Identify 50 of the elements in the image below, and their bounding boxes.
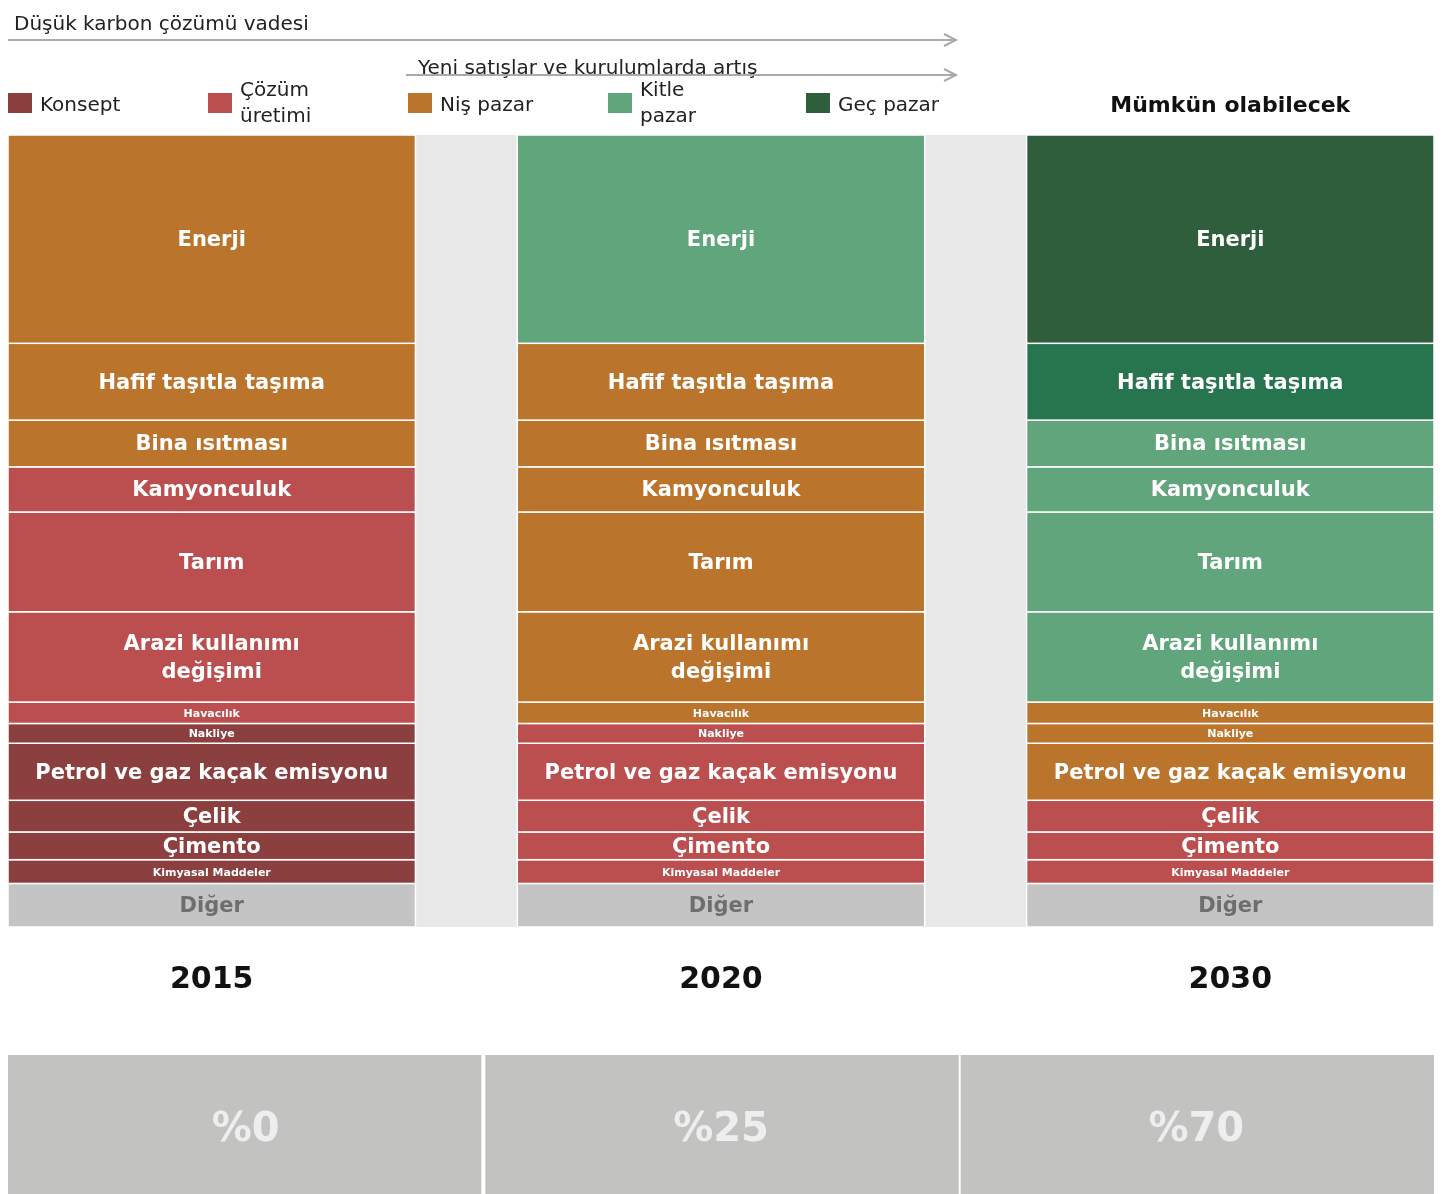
series-label: Kamyonculuk [132, 477, 293, 502]
text: Nakliye [697, 726, 745, 740]
text: Kamyonculuk [641, 477, 801, 502]
text: Arazi kullanımı değişimi [632, 630, 810, 684]
text: Hafif taşıtla taşıma [1117, 369, 1344, 394]
text: Çimento [671, 833, 771, 858]
text: Havacılık [692, 706, 750, 720]
series-label: Bina ısıtması [135, 431, 288, 456]
series-label: Petrol ve gaz kaçak emisyonu [35, 759, 389, 784]
category-label: Kitle pazar [640, 77, 697, 127]
text: Arazi kullanımı değişimi [1142, 630, 1319, 684]
text: Çimento [1181, 833, 1280, 858]
text: Enerji [1196, 227, 1265, 252]
text: Petrol ve gaz kaçak emisyonu [544, 759, 898, 784]
text: Tarım [688, 549, 754, 574]
text: Petrol ve gaz kaçak emisyonu [1053, 759, 1407, 784]
text: Mümkün olabilecek [1110, 92, 1352, 117]
text: Düşük karbon çözümü vadesi [14, 11, 309, 35]
series-label: Tarım [179, 549, 245, 574]
x-tick-label: 2020 [679, 960, 763, 995]
text: Havacılık [1202, 706, 1259, 720]
series-label: Arazi kullanımı değişimi [123, 630, 300, 684]
series-label: Enerji [177, 227, 246, 252]
series-label: Diğer [179, 893, 245, 918]
text: Çelik [691, 804, 751, 829]
text: Kimyasal Maddeler [1171, 865, 1290, 879]
text: Bina ısıtması [1154, 431, 1307, 456]
category-label: Konsept [40, 92, 121, 116]
text: Bina ısıtması [644, 431, 798, 456]
series-label: Kimyasal Maddeler [152, 865, 272, 879]
text: Kamyonculuk [1150, 477, 1310, 502]
text: Tarım [1197, 549, 1263, 574]
category-label: Çözüm üretimi [240, 77, 312, 127]
category-label: Geç pazar [838, 92, 940, 116]
x-tick-label: 2030 [1188, 960, 1273, 995]
text: Hafif taşıtla taşıma [607, 369, 835, 394]
text: Yeni satışlar ve kurulumlarda artış [417, 55, 758, 79]
text: Enerji [686, 227, 756, 252]
text: Kimyasal Maddeler [661, 865, 781, 879]
text: Diğer [1198, 893, 1263, 918]
text: Diğer [688, 893, 754, 918]
series-label: Hafif taşıtla taşıma [98, 369, 325, 394]
text: Çelik [1201, 804, 1260, 829]
series-label: Çimento [162, 833, 261, 858]
series-label: Havacılık [183, 706, 241, 720]
series-label: Çelik [182, 804, 242, 829]
series-label: Nakliye [188, 726, 235, 740]
category-label: Niş pazar [440, 92, 534, 116]
text: Nakliye [1207, 726, 1254, 740]
x-tick-label: 2015 [169, 960, 254, 995]
